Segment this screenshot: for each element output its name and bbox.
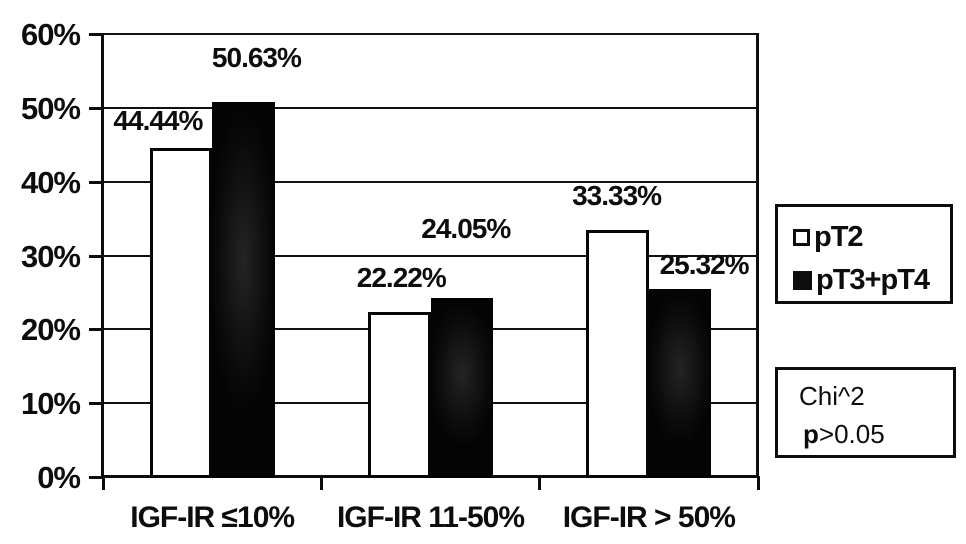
p-value-text: >0.05 xyxy=(818,419,885,449)
bar-value-label-pt2-group1: 22.22% xyxy=(356,261,447,293)
bar-value-label-pt3pt4-group1: 24.05% xyxy=(421,213,511,245)
p-symbol: p xyxy=(803,419,819,449)
bar-value-label-pt3pt4-group0: 50.63% xyxy=(211,42,302,74)
x-tick-3 xyxy=(756,476,760,490)
x-category-label-0: IGF-IR ≤10% xyxy=(130,501,295,534)
bar-pt3pt4-group0 xyxy=(212,102,275,478)
y-tick-label-10: 10% xyxy=(20,386,81,422)
pt2-open-square-swatch-icon xyxy=(793,229,810,246)
chi-square-label: Chi^2 xyxy=(799,381,865,411)
x-tick-2 xyxy=(538,476,542,490)
legend-item-pt2: pT2 xyxy=(793,216,950,259)
y-tick-40 xyxy=(89,180,103,184)
bar-value-label-pt2-group2: 33.33% xyxy=(572,179,662,211)
bar-pt2-group0 xyxy=(149,147,213,478)
bar-value-label-pt2-group0: 44.44% xyxy=(113,104,203,136)
legend-label-pt2: pT2 xyxy=(814,221,864,253)
y-tick-50 xyxy=(89,106,103,110)
y-tick-label-40: 40% xyxy=(20,164,81,200)
x-tick-0 xyxy=(101,476,105,490)
y-tick-30 xyxy=(89,254,103,258)
bar-pt3pt4-group1 xyxy=(430,298,493,478)
y-tick-60 xyxy=(89,33,103,36)
x-category-label-1: IGF-IR 11-50% xyxy=(336,501,525,534)
y-tick-label-50: 50% xyxy=(20,90,81,126)
legend: pT2 pT3+pT4 xyxy=(775,204,953,304)
gridline-50 xyxy=(103,106,758,109)
p-value-label: p>0.05 xyxy=(803,419,885,449)
y-tick-label-60: 60% xyxy=(20,17,81,52)
pt3pt4-filled-square-swatch-icon xyxy=(793,271,812,290)
bar-pt2-group1 xyxy=(368,311,431,478)
bar-pt3pt4-group2 xyxy=(648,289,712,478)
x-category-label-2: IGF-IR > 50% xyxy=(562,501,736,534)
gridline-40 xyxy=(103,180,758,183)
y-tick-10 xyxy=(89,402,103,406)
gridline-30 xyxy=(103,254,758,257)
x-tick-1 xyxy=(319,476,323,490)
gridline-60 xyxy=(103,33,758,35)
bar-value-label-pt3pt4-group2: 25.32% xyxy=(659,249,750,281)
legend-item-pt3pt4: pT3+pT4 xyxy=(793,259,950,302)
y-tick-20 xyxy=(89,328,103,332)
y-tick-label-20: 20% xyxy=(20,312,81,348)
legend-label-pt3pt4: pT3+pT4 xyxy=(816,264,930,296)
chi-square-annotation-box: Chi^2 p>0.05 xyxy=(775,367,956,458)
y-tick-label-0: 0% xyxy=(37,460,81,495)
y-tick-label-30: 30% xyxy=(20,238,81,274)
y-tick-0 xyxy=(89,476,103,479)
bar-pt2-group2 xyxy=(586,229,649,478)
